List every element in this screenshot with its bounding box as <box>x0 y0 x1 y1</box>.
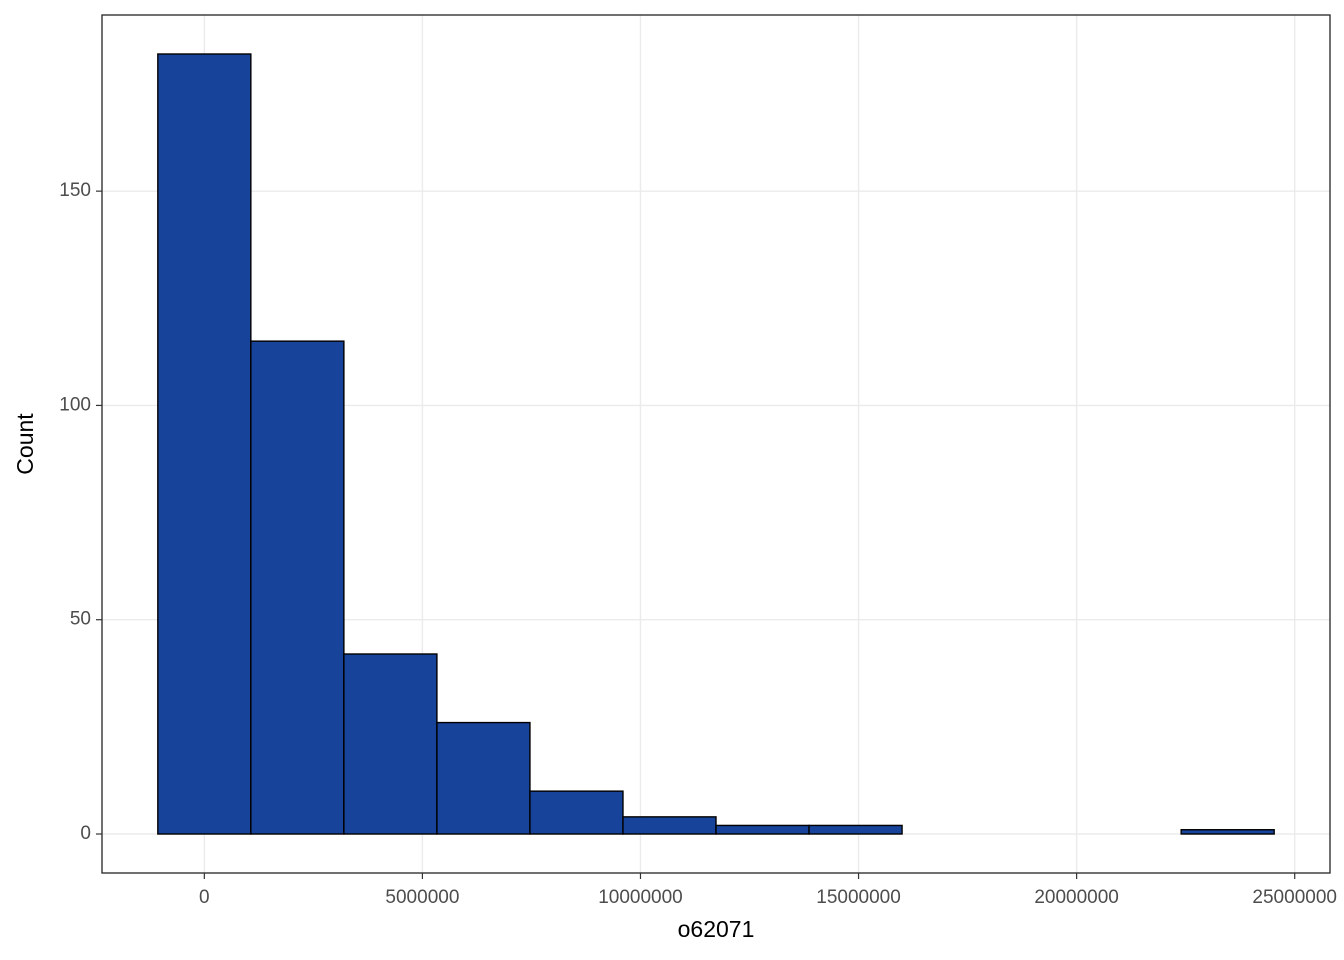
bar <box>250 340 345 835</box>
x-tick-label: 10000000 <box>598 887 683 908</box>
bar <box>343 653 438 835</box>
y-tick-label: 0 <box>80 823 91 844</box>
x-axis-title: o62071 <box>678 916 755 942</box>
y-axis-title: Count <box>12 413 38 475</box>
bar <box>1180 829 1275 835</box>
x-tick-label: 5000000 <box>385 887 459 908</box>
y-tick-label: 50 <box>70 609 91 630</box>
bar <box>715 824 810 835</box>
bar <box>436 721 531 835</box>
y-tick-label: 100 <box>59 394 91 415</box>
x-tick-label: 15000000 <box>816 887 901 908</box>
x-tick-label: 25000000 <box>1252 887 1337 908</box>
bar <box>808 824 903 835</box>
bar <box>157 53 252 835</box>
panel-border <box>101 14 1331 874</box>
bar <box>529 790 624 835</box>
x-tick-label: 20000000 <box>1034 887 1119 908</box>
bar <box>622 816 717 835</box>
y-tick-label: 150 <box>59 180 91 201</box>
x-tick-label: 0 <box>199 887 210 908</box>
